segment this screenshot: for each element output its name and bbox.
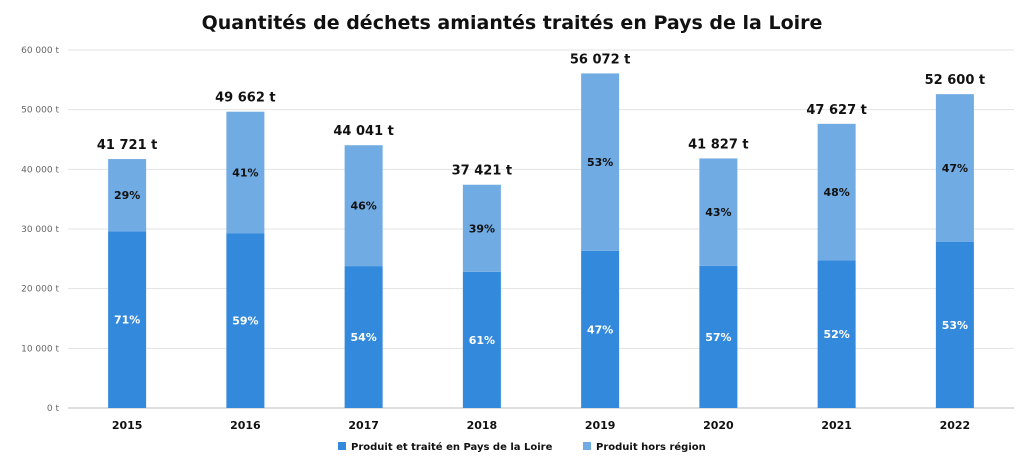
bar-segment-outside <box>108 159 147 232</box>
data-label-outside: 53% <box>587 156 613 169</box>
data-label-local: 59% <box>232 315 258 328</box>
data-label-local: 54% <box>350 331 376 344</box>
x-tick-label: 2015 <box>112 419 143 432</box>
y-tick-label: 0 t <box>47 404 60 414</box>
bar-segment-local <box>462 271 501 408</box>
bar-segment-outside <box>817 123 856 261</box>
x-tick-label: 2021 <box>821 419 852 432</box>
x-tick-label: 2022 <box>940 419 971 432</box>
x-tick-label: 2020 <box>703 419 734 432</box>
data-label-outside: 41% <box>232 166 258 179</box>
legend-label-local: Produit et traité en Pays de la Loire <box>351 441 553 453</box>
data-label-local: 53% <box>942 319 968 332</box>
x-tick-label: 2016 <box>230 419 261 432</box>
data-label-outside: 46% <box>350 200 376 213</box>
y-tick-label: 50 000 t <box>21 106 59 116</box>
total-label: 44 041 t <box>333 124 394 139</box>
bar-segment-outside <box>226 111 265 234</box>
data-label-local: 57% <box>705 331 731 344</box>
data-label-outside: 43% <box>705 206 731 219</box>
data-label-outside: 48% <box>823 186 849 199</box>
chart-title: Quantités de déchets amiantés traités en… <box>202 12 823 34</box>
bar-segment-local <box>699 265 738 408</box>
data-label-local: 71% <box>114 314 140 327</box>
total-label: 41 827 t <box>688 137 749 152</box>
total-label: 47 627 t <box>806 103 867 118</box>
legend-swatch-outside <box>583 442 591 450</box>
data-label-outside: 39% <box>469 222 495 235</box>
y-axis: 0 t 10 000 t 20 000 t 30 000 t 40 000 t 50 00… <box>21 46 59 414</box>
bar-segment-outside <box>699 158 738 266</box>
y-tick-label: 60 000 t <box>21 46 59 56</box>
bars: 71% 29% 41 721 t 59% 41% 49 662 t 54% 46% 44 041… <box>97 52 985 408</box>
data-label-local: 52% <box>823 328 849 341</box>
data-label-local: 61% <box>469 334 495 347</box>
bar-segment-outside <box>462 184 501 272</box>
legend: Produit et traité en Pays de la Loire Pro… <box>338 441 706 453</box>
legend-swatch-local <box>338 442 346 450</box>
y-tick-label: 30 000 t <box>21 225 59 235</box>
total-label: 37 421 t <box>452 164 513 179</box>
y-tick-label: 40 000 t <box>21 165 59 175</box>
total-label: 56 072 t <box>570 52 631 67</box>
data-label-local: 47% <box>587 323 613 336</box>
bar-segment-local <box>935 241 974 408</box>
data-label-outside: 29% <box>114 189 140 202</box>
total-label: 49 662 t <box>215 91 276 106</box>
x-tick-label: 2017 <box>348 419 379 432</box>
bar-segment-outside <box>935 94 974 242</box>
bar-segment-local <box>344 266 383 408</box>
x-tick-label: 2018 <box>467 419 498 432</box>
legend-label-outside: Produit hors région <box>596 441 706 453</box>
bar-segment-local <box>226 233 265 408</box>
bar-segment-outside <box>581 73 620 251</box>
gridlines <box>68 49 1014 409</box>
data-label-outside: 47% <box>942 162 968 175</box>
total-label: 41 721 t <box>97 138 158 153</box>
y-tick-label: 10 000 t <box>21 344 59 354</box>
bar-segment-outside <box>344 145 383 267</box>
x-axis: 2015 2016 2017 2018 2019 2020 2021 2022 <box>112 419 970 432</box>
bar-segment-local <box>581 250 620 408</box>
bar-segment-local <box>108 231 147 408</box>
x-tick-label: 2019 <box>585 419 616 432</box>
total-label: 52 600 t <box>925 73 986 88</box>
bar-segment-local <box>817 260 856 408</box>
y-tick-label: 20 000 t <box>21 285 59 295</box>
